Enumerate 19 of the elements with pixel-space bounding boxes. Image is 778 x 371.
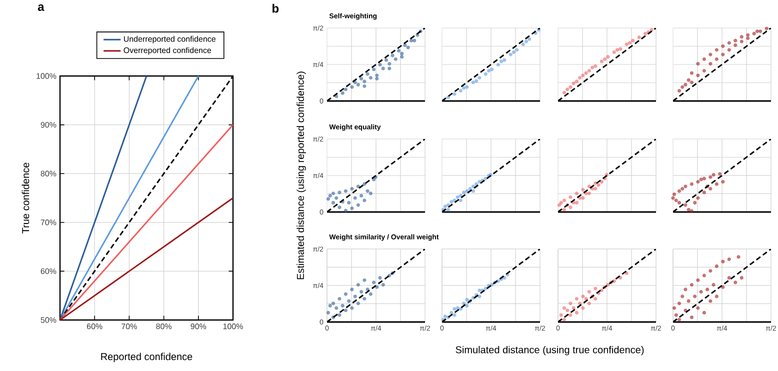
text: a [38, 4, 44, 11]
y-axis-title: True confidence [22, 162, 30, 234]
x-axis-title: Simulated distance (using true confidence) [456, 346, 644, 356]
y-axis-title: Estimated distance (using reported confidence) [296, 72, 306, 280]
x-tick-label: 60% [87, 324, 102, 330]
text: b [272, 4, 279, 13]
y-tick-label: 60% [40, 268, 56, 274]
x-tick-label: 90% [190, 324, 206, 330]
x-tick-label: 100% [223, 324, 243, 330]
y-tick-label: 90% [40, 122, 56, 128]
y-tick-label: 100% [36, 73, 56, 79]
legend-label: Underreported confidence [124, 36, 216, 44]
legend-label: Overreported confidence [124, 47, 212, 55]
y-tick-label: 70% [40, 220, 56, 226]
y-tick-label: 80% [40, 170, 56, 176]
x-axis-title: Reported confidence [101, 352, 192, 362]
y-tick-label: 50% [40, 317, 56, 323]
x-tick-label: 70% [122, 324, 137, 330]
x-tick-label: 80% [156, 324, 172, 330]
